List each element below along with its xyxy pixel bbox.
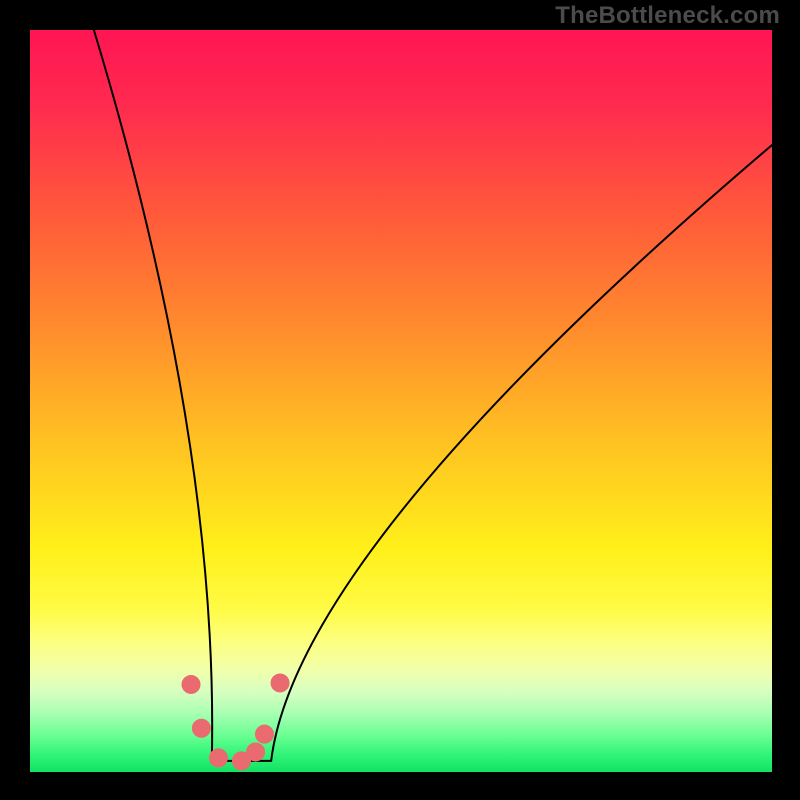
- data-point: [247, 743, 265, 761]
- data-point: [209, 749, 227, 767]
- bottleneck-curve: [89, 30, 772, 761]
- data-point: [192, 719, 210, 737]
- plot-area: [30, 30, 772, 772]
- data-point: [182, 675, 200, 693]
- watermark-text: TheBottleneck.com: [555, 2, 780, 30]
- chart-svg: [30, 30, 772, 772]
- data-point: [255, 725, 273, 743]
- data-point: [271, 674, 289, 692]
